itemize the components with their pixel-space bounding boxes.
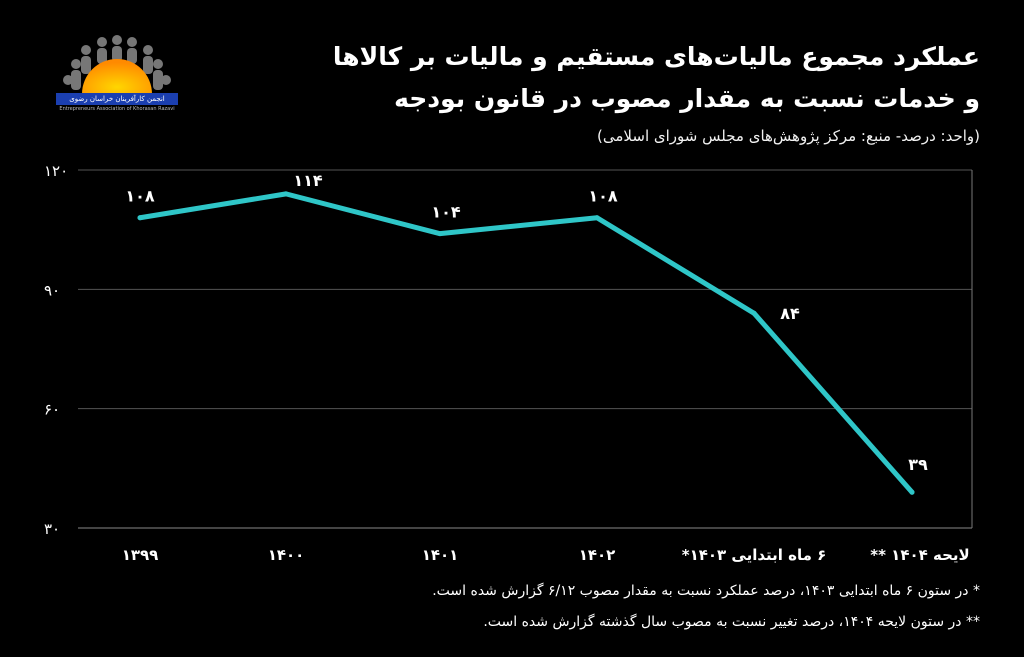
x-tick-label: ۱۴۰۲ [579,546,616,564]
x-tick-label: ۱۳۹۹ [122,546,159,564]
data-label: ۱۰۸ [588,187,618,206]
data-label: ۳۹ [908,455,928,474]
data-point [751,310,757,316]
logo-subtext: Entrepreneurs Association of Khorasan Ra… [59,106,175,112]
y-tick-label: ۶۰ [44,401,60,419]
title-line-1: عملکرد مجموع مالیات‌های مستقیم و مالیات … [332,42,980,71]
x-tick-label: ۱۴۰۱ [422,546,459,564]
data-point [137,215,143,221]
x-tick-label: لایحه ۱۴۰۴ ** [870,546,969,564]
data-point [283,191,289,197]
data-label: ۸۴ [780,304,800,323]
series-line [137,191,915,495]
data-point [909,489,915,495]
data-label: ۱۰۸ [125,187,155,206]
y-tick-label: ۱۲۰ [44,162,68,180]
title-line-2: و خدمات نسبت به مقدار مصوب در قانون بودج… [394,84,980,113]
x-tick-label: ۶ ماه ابتدایی ۱۴۰۳* [682,546,827,564]
footnote-1: * در ستون ۶ ماه ابتدایی ۱۴۰۳، درصد عملکر… [432,583,980,599]
unit-source-label: (واحد: درصد- منبع: مرکز پژوهش‌های مجلس ش… [597,127,980,145]
y-tick-label: ۳۰ [44,520,60,538]
x-tick-label: ۱۴۰۰ [268,546,305,564]
sun-people-logo [63,35,171,94]
logo-text: انجمن کارآفرینان خراسان رضوی [56,93,178,105]
data-label: ۱۱۴ [293,171,323,190]
footnote-2: ** در ستون لایحه ۱۴۰۴، درصد تغییر نسبت ب… [483,614,980,630]
y-tick-label: ۹۰ [44,281,60,299]
chart-title: عملکرد مجموع مالیات‌های مستقیم و مالیات … [260,36,980,120]
data-point [437,231,443,237]
data-point [594,215,600,221]
data-label: ۱۰۴ [431,203,461,222]
